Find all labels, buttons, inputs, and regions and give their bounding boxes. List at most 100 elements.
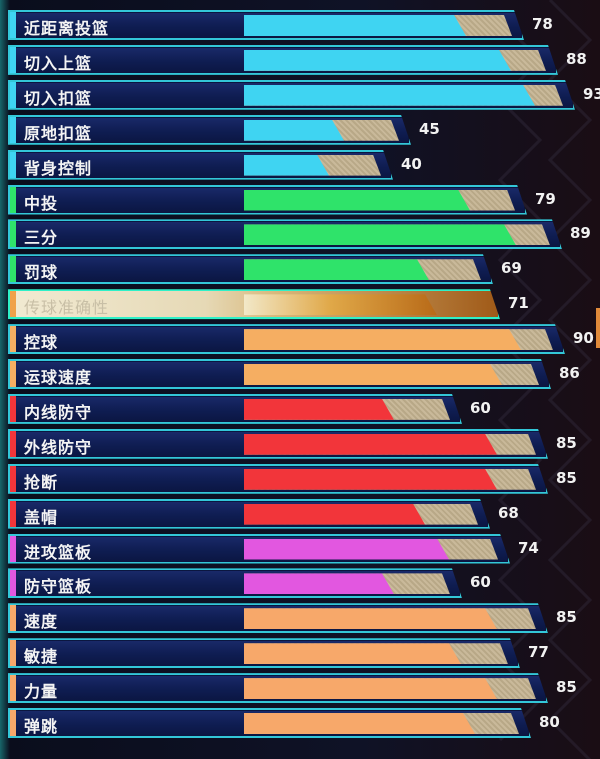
attribute-fill [244,713,475,734]
attribute-label: 切入上篮 [24,53,93,73]
category-accent [10,500,16,527]
category-accent [10,535,16,562]
attribute-row[interactable]: 速度 85 [8,603,577,633]
attribute-fill [244,50,511,71]
scroll-indicator[interactable] [596,308,600,348]
attribute-fill [244,643,461,664]
attribute-row[interactable]: 外线防守 85 [8,429,577,459]
attribute-bar [244,643,508,664]
attribute-label: 传球准确性 [24,298,110,318]
attribute-row[interactable]: 切入上篮 88 [8,45,587,75]
attribute-value: 40 [401,154,422,173]
attribute-row[interactable]: 防守篮板 60 [8,568,491,598]
attribute-fill [244,539,449,560]
attribute-value: 85 [556,678,577,697]
attribute-label: 三分 [24,228,59,248]
attribute-label: 中投 [24,193,59,213]
category-accent [10,570,16,597]
attribute-label: 力量 [24,682,59,702]
attribute-label: 弹跳 [24,717,59,736]
attribute-value: 80 [539,713,560,731]
category-accent [10,221,16,248]
attribute-bar [244,120,399,141]
attribute-fill [244,15,466,36]
attribute-value: 74 [518,538,539,557]
attribute-bar [244,539,498,560]
category-accent [10,430,16,457]
attribute-value: 85 [556,433,577,452]
attribute-value: 77 [528,643,549,662]
attribute-bar [244,155,381,176]
category-accent [10,465,16,492]
attribute-row[interactable]: 弹跳 80 [8,708,560,738]
attribute-row[interactable]: 敏捷 77 [8,638,549,668]
category-accent [10,326,16,353]
attribute-row[interactable]: 切入扣篮 93 [8,80,600,110]
attribute-value: 78 [532,15,553,33]
attribute-value: 45 [419,119,440,138]
attribute-bar [244,329,553,350]
attribute-fill [244,434,497,455]
attribute-fill [244,120,344,141]
attribute-fill [244,190,470,211]
attribute-fill [244,329,521,350]
attribute-bar [244,224,550,245]
attribute-label: 盖帽 [24,507,59,527]
attribute-bar [244,399,450,420]
attribute-label: 进攻篮板 [24,542,93,562]
attribute-value: 60 [470,398,491,417]
attribute-row[interactable]: 罚球 69 [8,254,522,284]
category-accent [10,710,16,736]
attribute-row[interactable]: 中投 79 [8,185,556,215]
attribute-label: 运球速度 [24,368,93,387]
attribute-value: 93 [583,84,600,103]
attribute-value: 86 [559,364,580,382]
attribute-bar [244,504,478,525]
attribute-value: 79 [535,189,556,208]
category-accent [10,640,16,667]
category-accent [10,256,16,283]
attribute-fill [244,224,516,245]
attribute-fill [244,608,497,629]
attribute-value: 60 [470,573,491,592]
attribute-row[interactable]: 传球准确性 71 [8,289,529,319]
attribute-label: 原地扣篮 [24,123,93,143]
attribute-value: 90 [573,329,594,348]
attribute-row[interactable]: 控球 90 [8,324,594,354]
category-accent [10,116,16,143]
attribute-row[interactable]: 内线防守 60 [8,394,491,424]
attribute-row[interactable]: 力量 85 [8,673,577,703]
attribute-fill [244,294,437,315]
attribute-bar [244,50,546,71]
attribute-bar [244,85,563,106]
attribute-fill [244,504,425,525]
attribute-row[interactable]: 背身控制 40 [8,150,422,180]
attribute-row[interactable]: 原地扣篮 45 [8,115,440,145]
attribute-label: 控球 [24,333,59,353]
attribute-bar [244,434,536,455]
attribute-row[interactable]: 抢断 85 [8,464,577,494]
attribute-fill [244,469,497,490]
attribute-row[interactable]: 三分 89 [8,219,591,249]
category-accent [10,81,16,108]
attribute-row[interactable]: 运球速度 86 [8,359,580,389]
attribute-label: 速度 [24,612,59,632]
attribute-row[interactable]: 近距离投篮 78 [8,10,553,40]
attribute-bar [244,678,536,699]
attribute-bar [244,713,519,734]
attribute-label: 切入扣篮 [24,88,93,108]
attribute-row[interactable]: 进攻篮板 74 [8,534,539,564]
attribute-value: 68 [498,503,519,522]
attribute-value: 85 [556,608,577,627]
attribute-label: 外线防守 [24,437,93,457]
category-accent [10,605,16,632]
category-accent [10,675,16,702]
attribute-label: 防守篮板 [24,577,93,597]
attribute-label: 内线防守 [24,402,93,422]
attribute-row[interactable]: 盖帽 68 [8,499,519,529]
attribute-value: 85 [556,468,577,487]
left-edge-glow [0,0,10,759]
attribute-label: 背身控制 [24,158,93,178]
attribute-bar [244,573,450,594]
